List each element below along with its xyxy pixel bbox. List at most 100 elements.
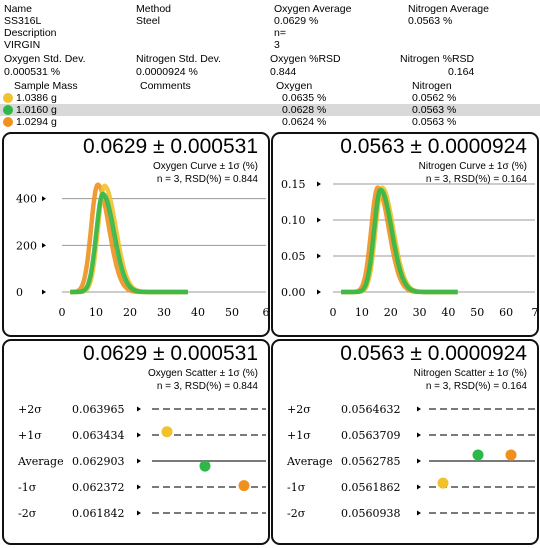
scatter-level-label: +1σ	[287, 429, 311, 442]
oxygen-curve-panel: 0.0629 ± 0.000531 Oxygen Curve ± 1σ (%) …	[2, 132, 270, 337]
scatter-level-value: 0.0561862	[341, 481, 401, 494]
x-tick-label: 50	[225, 306, 239, 319]
table-row[interactable]: 1.0160 g 0.0628 % 0.0563 %	[0, 104, 540, 116]
scatter-level-value: 0.063434	[72, 429, 125, 442]
curve-series-line	[339, 185, 460, 295]
tick-arrow-icon	[137, 458, 141, 464]
oxygen-rsd-value: 0.844	[270, 66, 297, 78]
col-nitrogen: Nitrogen	[412, 80, 452, 92]
nitrogen-std-dev-label: Nitrogen Std. Dev.	[136, 53, 222, 65]
nitrogen-curve-title: Nitrogen Curve ± 1σ (%)	[418, 161, 527, 172]
scatter-level-label: -2σ	[287, 507, 306, 520]
description-value: VIRGIN	[4, 39, 41, 51]
scatter-point	[472, 449, 484, 461]
nitrogen-scatter-stats: n = 3, RSD(%) = 0.164	[425, 381, 527, 392]
scatter-level-value: 0.062903	[72, 455, 125, 468]
tick-arrow-icon	[417, 458, 421, 464]
scatter-level-value: 0.0560938	[341, 507, 401, 520]
scatter-level-label: Average	[17, 455, 64, 468]
oxygen-std-dev-label: Oxygen Std. Dev.	[4, 53, 86, 65]
oxygen-rsd-label: Oxygen %RSD	[270, 53, 341, 65]
nitrogen-scatter-panel: 0.0563 ± 0.0000924 Nitrogen Scatter ± 1σ…	[271, 339, 539, 545]
tick-arrow-icon	[417, 432, 421, 438]
sample-nitrogen: 0.0562 %	[412, 92, 457, 104]
scatter-level-label: -1σ	[18, 481, 37, 494]
x-tick-label: 20	[123, 306, 137, 319]
scatter-level-value: 0.0564632	[341, 403, 401, 416]
scatter-level-label: +2σ	[287, 403, 311, 416]
oxygen-curve-stats: n = 3, RSD(%) = 0.844	[156, 174, 258, 185]
oxygen-scatter-summary: 0.0629 ± 0.000531	[82, 342, 258, 365]
y-tick-label: 0.15	[281, 178, 306, 191]
sample-oxygen: 0.0628 %	[282, 104, 327, 116]
tick-arrow-icon	[137, 406, 141, 412]
col-oxygen: Oxygen	[276, 80, 313, 92]
x-tick-label: 6	[263, 306, 270, 319]
x-tick-label: 10	[355, 306, 369, 319]
col-sample-mass: Sample Mass	[14, 80, 78, 92]
col-comments: Comments	[140, 80, 191, 92]
scatter-level-value: 0.0562785	[341, 455, 401, 468]
tick-arrow-icon	[42, 289, 46, 295]
tick-arrow-icon	[417, 406, 421, 412]
x-tick-label: 30	[157, 306, 171, 319]
sample-color-dot	[3, 93, 13, 103]
sample-color-dot	[3, 105, 13, 115]
oxygen-curve-summary: 0.0629 ± 0.000531	[82, 135, 258, 158]
x-tick-label: 0	[330, 306, 337, 319]
x-tick-label: 20	[384, 306, 398, 319]
scatter-level-value: 0.061842	[72, 507, 125, 520]
y-tick-label: 0	[16, 286, 23, 299]
scatter-point	[161, 426, 173, 438]
tick-arrow-icon	[317, 289, 321, 295]
sample-mass: 1.0160 g	[16, 104, 57, 116]
name-label: Name	[4, 3, 33, 15]
description-label: Description	[4, 27, 57, 39]
oxygen-scatter-title: Oxygen Scatter ± 1σ (%)	[147, 368, 258, 379]
name-value: SS316L	[4, 15, 42, 27]
y-tick-label: 200	[16, 239, 37, 252]
tick-arrow-icon	[42, 242, 46, 248]
oxygen-std-dev-value: 0.000531 %	[4, 66, 61, 78]
table-row[interactable]: 1.0386 g 0.0635 % 0.0562 %	[0, 92, 540, 104]
nitrogen-rsd-value: 0.164	[448, 66, 475, 78]
sample-nitrogen: 0.0563 %	[412, 104, 457, 116]
nitrogen-average-label: Nitrogen Average	[408, 3, 489, 15]
tick-arrow-icon	[42, 196, 46, 202]
curve-series-line	[68, 182, 190, 295]
x-tick-label: 50	[470, 306, 484, 319]
oxygen-curve-title: Oxygen Curve ± 1σ (%)	[152, 161, 258, 172]
oxygen-scatter-stats: n = 3, RSD(%) = 0.844	[156, 381, 258, 392]
table-row[interactable]: 1.0294 g 0.0624 % 0.0563 %	[0, 116, 540, 128]
nitrogen-scatter-title: Nitrogen Scatter ± 1σ (%)	[413, 368, 527, 379]
scatter-level-label: +1σ	[18, 429, 42, 442]
x-tick-label: 40	[441, 306, 455, 319]
oxygen-scatter-panel: 0.0629 ± 0.000531 Oxygen Scatter ± 1σ (%…	[2, 339, 270, 545]
tick-arrow-icon	[137, 510, 141, 516]
x-tick-label: 7	[532, 306, 539, 319]
sample-oxygen: 0.0635 %	[282, 92, 327, 104]
scatter-level-label: -1σ	[287, 481, 306, 494]
nitrogen-std-dev-value: 0.0000924 %	[136, 66, 198, 78]
scatter-level-label: Average	[286, 455, 333, 468]
sample-oxygen: 0.0624 %	[282, 116, 327, 128]
nitrogen-scatter-chart: +2σ 0.0564632 +1σ 0.0563709 Average 0.0562785…	[286, 403, 535, 520]
nitrogen-curve-panel: 0.0563 ± 0.0000924 Nitrogen Curve ± 1σ (…	[271, 132, 539, 337]
y-tick-label: 0.10	[281, 214, 306, 227]
x-tick-label: 0	[59, 306, 66, 319]
nitrogen-curve-chart: 0.15 0.10 0.05 0.00 0 10 20 30 40 50 60 7	[281, 178, 539, 319]
curve-series-line	[339, 187, 460, 295]
tick-arrow-icon	[317, 253, 321, 259]
nitrogen-scatter-summary: 0.0563 ± 0.0000924	[340, 342, 527, 365]
tick-arrow-icon	[417, 484, 421, 490]
scatter-level-value: 0.062372	[72, 481, 125, 494]
n-value: 3	[274, 39, 280, 51]
tick-arrow-icon	[317, 217, 321, 223]
x-tick-label: 30	[413, 306, 427, 319]
scatter-level-label: -2σ	[18, 507, 37, 520]
scatter-level-value: 0.063965	[72, 403, 125, 416]
tick-arrow-icon	[137, 432, 141, 438]
samples-header-row: Sample Mass Comments Oxygen Nitrogen	[0, 80, 540, 92]
scatter-level-label: +2σ	[18, 403, 42, 416]
method-label: Method	[136, 3, 172, 15]
